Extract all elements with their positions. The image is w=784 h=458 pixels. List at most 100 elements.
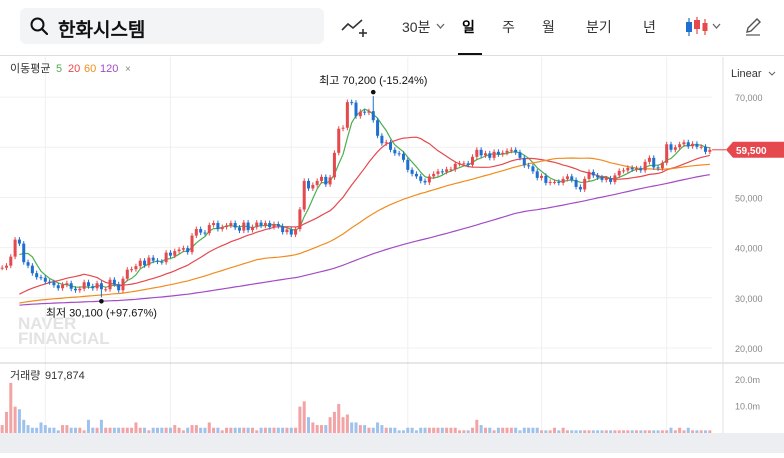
volume-bar: [432, 427, 436, 433]
volume-bar: [324, 425, 328, 433]
volume-bar: [263, 427, 267, 433]
candle-body: [540, 175, 544, 178]
volume-bar: [181, 430, 185, 433]
volume-bar: [587, 430, 591, 433]
volume-bar: [199, 427, 203, 433]
volume-bar: [151, 427, 155, 433]
scale-mode-select[interactable]: Linear: [731, 68, 762, 80]
candle-body: [35, 273, 39, 278]
candlestick-type-icon[interactable]: [684, 16, 708, 38]
tab-month[interactable]: 월: [542, 19, 555, 35]
candle-body: [358, 111, 362, 117]
volume-bar: [393, 427, 397, 433]
volume-bar: [596, 430, 600, 433]
current-price-tag: 59,500: [712, 141, 784, 158]
drawing-tool-icon[interactable]: [340, 16, 368, 38]
volume-bar: [9, 382, 13, 433]
volume-bar: [173, 425, 177, 433]
candle-body: [263, 223, 267, 226]
volume-bar: [48, 427, 52, 433]
volume-bar: [311, 422, 315, 433]
volume-bar: [138, 427, 142, 433]
volume-bar: [669, 427, 673, 433]
volume-bar: [673, 430, 677, 433]
price-chart[interactable]: NAVER FINANCIAL 20,000 30,000 40,000 50,000…: [0, 57, 784, 453]
candle-body: [475, 149, 479, 157]
volume-bar: [531, 427, 535, 433]
low-marker: [99, 298, 104, 304]
volume-bar: [570, 430, 574, 433]
volume-bar: [384, 427, 388, 433]
candle-body: [561, 178, 565, 183]
candle-body: [371, 111, 375, 121]
ma-legend-5[interactable]: 5: [56, 63, 62, 75]
volume-bar: [647, 430, 651, 433]
volume-bar: [440, 427, 444, 433]
candle-body: [117, 284, 121, 291]
chevron-down-icon[interactable]: [768, 71, 776, 76]
candle-body: [289, 229, 293, 235]
candle-body: [143, 260, 147, 266]
volume-bar: [332, 411, 336, 433]
candle-body: [630, 167, 634, 170]
candle-body: [565, 176, 569, 179]
volume-bar: [220, 430, 224, 433]
volume-bar: [43, 425, 47, 433]
candle-body: [294, 229, 298, 235]
volume-bar: [281, 427, 285, 433]
candle-body: [397, 153, 401, 155]
volume-bar: [617, 430, 621, 433]
volume-bar: [225, 427, 229, 433]
volume-bar: [505, 427, 509, 433]
axis-labels: 20,00030,00040,00050,00060,00070,00010.0…: [38, 93, 763, 450]
tab-quarter[interactable]: 분기: [586, 19, 612, 35]
volume-bar: [609, 430, 613, 433]
volume-bar: [578, 430, 582, 433]
search-query[interactable]: 한화시스템: [58, 20, 146, 41]
volume-bar: [56, 430, 60, 433]
low-annotation: 최저 30,100 (+97.67%): [46, 306, 157, 319]
candle-body: [324, 176, 328, 185]
price-tick-label: 50,000: [735, 193, 763, 203]
volume-bar: [656, 430, 660, 433]
tab-week[interactable]: 주: [502, 19, 515, 35]
volume-bar: [591, 430, 595, 433]
candle-body: [99, 283, 103, 290]
candle-body: [151, 257, 155, 261]
tab-year[interactable]: 년: [643, 19, 656, 35]
chevron-down-icon[interactable]: [712, 23, 721, 29]
chevron-down-icon[interactable]: [436, 23, 445, 29]
candle-body: [445, 169, 449, 172]
candle-body: [578, 186, 582, 190]
candle-body: [250, 227, 254, 231]
volume-bar: [501, 427, 505, 433]
volume-bar: [345, 414, 349, 433]
candle-body: [82, 282, 86, 289]
volume-bar: [626, 430, 630, 433]
ma-legend-20[interactable]: 20: [68, 63, 80, 75]
volume-bar: [255, 430, 259, 433]
candle-body: [557, 181, 561, 183]
volume-bar: [91, 427, 95, 433]
pencil-icon[interactable]: [744, 16, 762, 36]
tab-day[interactable]: 일: [462, 19, 475, 35]
volume-bar: [86, 419, 90, 433]
volume-bar: [272, 427, 276, 433]
interval-select[interactable]: 30분: [402, 19, 431, 35]
candle-body: [173, 251, 177, 256]
candle-body: [48, 281, 52, 283]
volume-bar: [540, 430, 544, 433]
candle-body: [389, 142, 393, 150]
candle-body: [458, 163, 462, 165]
ma-legend-120[interactable]: 120: [100, 63, 118, 75]
volume-bar: [622, 430, 626, 433]
ma-legend-60[interactable]: 60: [84, 63, 96, 75]
candle-body: [462, 163, 466, 165]
candle-body: [4, 265, 8, 268]
volume-bar: [678, 427, 682, 433]
close-icon[interactable]: ×: [125, 64, 131, 75]
volume-bar: [285, 427, 289, 433]
candle-body: [682, 142, 686, 145]
search-box[interactable]: 한화시스템: [20, 8, 324, 44]
volume-bar: [160, 427, 164, 433]
